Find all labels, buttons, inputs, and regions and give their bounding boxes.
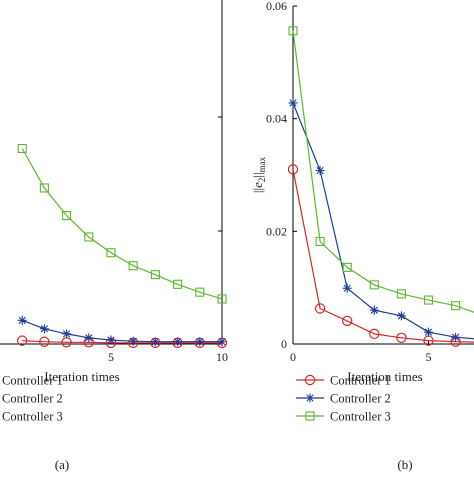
data-point-controller-3 — [173, 279, 183, 289]
legend-square-marker — [305, 411, 315, 421]
panel-b-y-axis-label: ||e2||max — [250, 156, 267, 193]
ylabel-part-sub-2: 2 — [257, 178, 267, 183]
data-point-controller-3 — [423, 295, 434, 305]
data-point-controller-3 — [17, 143, 27, 154]
panel-b-ticks — [292, 5, 429, 345]
data-point-controller-3 — [315, 236, 325, 247]
data-point-controller-1 — [39, 336, 50, 347]
panel-a-label: (a) — [55, 457, 69, 472]
data-point-controller-2 — [195, 337, 205, 347]
panel-a-ticks — [110, 116, 223, 344]
series-line-controller-1 — [292, 169, 474, 343]
data-point-controller-2 — [62, 329, 72, 339]
legend-label-controller-2: Controller 2 — [2, 392, 63, 406]
data-point-controller-2 — [128, 336, 138, 346]
data-point-controller-3 — [39, 183, 49, 193]
y-tick-label: 0.06 — [266, 0, 287, 13]
data-point-controller-3 — [62, 211, 72, 221]
data-point-controller-2 — [84, 333, 94, 343]
data-point-controller-1 — [342, 315, 353, 327]
data-point-controller-2 — [217, 337, 227, 347]
panel-a-series-group — [17, 143, 228, 348]
data-point-controller-3 — [84, 232, 94, 242]
x-tick-label: 5 — [108, 350, 114, 364]
data-point-controller-3 — [195, 287, 205, 297]
x-tick-label: 10 — [216, 350, 228, 364]
data-point-controller-2 — [369, 305, 379, 315]
legend-star-marker — [305, 393, 315, 403]
panel-a-legend: Controller 1 Controller 2 Controller 3 — [2, 374, 63, 424]
panel-b-x-axis-label: Iteration times — [347, 369, 422, 384]
panel-a: 5 10 Iteration times Controller 1Controll… — [0, 0, 228, 472]
panel-a-x-tick-labels: 5 10 — [108, 350, 228, 364]
series-line-controller-1 — [22, 340, 222, 344]
data-point-controller-2 — [173, 337, 183, 347]
y-tick-label: 0.04 — [266, 112, 287, 126]
series-line-controller-2 — [21, 319, 222, 343]
x-tick-label: 0 — [290, 350, 296, 364]
data-point-controller-3 — [342, 262, 352, 272]
data-point-controller-2 — [150, 337, 160, 347]
ylabel-part-bars-right: || — [250, 172, 265, 177]
y-tick-label: 0 — [281, 337, 287, 351]
ylabel-part-bars-left: || — [250, 188, 265, 193]
data-point-controller-2 — [106, 335, 116, 345]
legend-label-controller-1: Controller 1 — [2, 374, 63, 388]
data-point-controller-1 — [288, 164, 299, 175]
series-line-controller-3 — [21, 148, 223, 300]
data-point-controller-3 — [150, 270, 160, 280]
legend-label-controller-2: Controller 2 — [330, 392, 391, 406]
data-point-controller-2 — [396, 311, 406, 321]
data-point-controller-1 — [396, 332, 407, 344]
data-point-controller-3 — [451, 301, 461, 311]
legend-label-controller-1: Controller 1 — [330, 374, 391, 388]
data-point-controller-2 — [315, 165, 325, 175]
data-point-controller-1 — [17, 335, 28, 346]
data-point-controller-3 — [217, 294, 227, 304]
panel-a-x-axis-label: Iteration times — [44, 369, 119, 384]
y-tick-label: 0.02 — [266, 224, 287, 238]
data-point-controller-2 — [451, 332, 461, 342]
panel-b-y-tick-labels: 0 0.02 0.04 0.06 — [266, 0, 287, 351]
data-point-controller-2 — [424, 327, 433, 337]
legend-label-controller-3: Controller 3 — [2, 410, 63, 424]
data-point-controller-2 — [342, 283, 352, 293]
data-point-controller-3 — [288, 26, 298, 36]
data-point-controller-2 — [17, 315, 27, 325]
data-point-controller-2 — [39, 324, 49, 334]
panel-b-label: (b) — [397, 457, 412, 472]
x-tick-label: 5 — [426, 350, 432, 364]
data-point-controller-3 — [396, 289, 406, 299]
panel-b-series-group — [288, 26, 474, 347]
data-point-controller-3 — [128, 261, 138, 271]
data-point-controller-1 — [314, 303, 326, 314]
legend-circle-marker — [304, 374, 316, 386]
series-line-controller-3 — [292, 30, 474, 313]
data-point-controller-3 — [369, 280, 379, 290]
ylabel-part-sub-max: max — [257, 156, 267, 172]
data-point-controller-2 — [288, 98, 298, 108]
panel-b-legend: Controller 1 Controller 2 Controller 3 — [296, 374, 391, 424]
data-point-controller-3 — [106, 248, 116, 258]
ylabel-part-e: e — [250, 182, 265, 188]
data-point-controller-1 — [369, 328, 380, 340]
legend-label-controller-3: Controller 3 — [330, 410, 391, 424]
